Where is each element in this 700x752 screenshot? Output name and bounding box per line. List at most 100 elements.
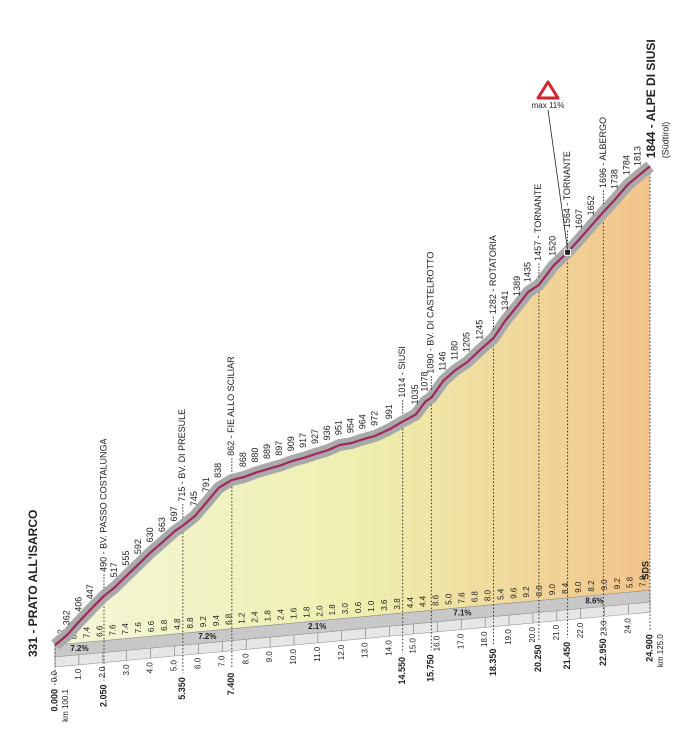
end-subtitle: (Südtirol) <box>660 122 670 159</box>
x-tick-label: 20.0 <box>528 626 537 642</box>
altitude-label: 936 <box>322 425 332 440</box>
race-km-label: km 125.0 <box>656 634 665 667</box>
gradient-label: 7.4 <box>82 626 91 638</box>
gradient-label: 3.8 <box>393 598 402 610</box>
gradient-label: 4.8 <box>173 618 182 630</box>
x-tick-label: 23.0 <box>600 620 609 636</box>
gradient-label: 8.6 <box>432 594 441 606</box>
gradient-label: 6.6 <box>147 620 156 632</box>
km-marker-label: 18.350 <box>488 649 498 677</box>
gradient-label: 3.0 <box>341 603 350 615</box>
altitude-label: 1520 <box>548 236 558 256</box>
altitude-label: 555 <box>121 551 131 566</box>
km-marker-label: 14.550 <box>397 657 407 685</box>
km-marker-label: 24.900 <box>644 634 654 662</box>
gradient-label: 8.4 <box>561 582 570 594</box>
profile-line <box>54 165 651 646</box>
gradient-label: 2.4 <box>251 611 260 623</box>
gradient-label: 1.6 <box>289 607 298 619</box>
profile: 0.000 2.050 5.350 7.400 14.550 15.750 18.350 20… <box>26 39 670 722</box>
altitude-label: 406 <box>73 597 83 612</box>
altitude-label: 954 <box>346 418 356 433</box>
altitude-label: 745 <box>189 491 199 506</box>
end-title: 1844 - ALPE DI SIUSI <box>644 39 658 158</box>
altitude-label: 838 <box>213 463 223 478</box>
x-tick-label: 22.0 <box>576 622 585 638</box>
gradient-label: 1.8 <box>302 606 311 618</box>
gradient-label: 3.6 <box>380 599 389 611</box>
gradient-label: 5.4 <box>496 588 505 600</box>
x-tick-label: 6.0 <box>193 657 202 669</box>
x-tick-label: 8.0 <box>241 653 250 665</box>
altitude-label: 1564 - TORNANTE <box>562 151 572 228</box>
altitude-label: 1282 - ROTATORIA <box>488 235 498 314</box>
gradient-label: 4.4 <box>406 597 415 609</box>
logo: SDS <box>640 561 650 580</box>
gradient-label: 8.8 <box>186 617 195 629</box>
gradient-label: 1.8 <box>264 610 273 622</box>
altitude-label: 964 <box>358 414 368 429</box>
altitude-label: 1245 <box>475 320 485 340</box>
altitude-label: 972 <box>370 411 380 426</box>
altitude-label: 1784 <box>622 155 632 175</box>
altitude-label: 517 <box>109 562 119 577</box>
gradient-label: 8.0 <box>535 585 544 597</box>
altitude-label: 991 <box>384 404 394 419</box>
altitude-label: 447 <box>85 584 95 599</box>
altitude-label: 1014 - SIUSI <box>397 346 407 398</box>
gradient-label: 6.8 <box>225 613 234 625</box>
altitude-label: 1738 <box>610 169 620 189</box>
gradient-label: 9.4 <box>212 614 221 626</box>
gradient-label: 1.2 <box>238 612 247 624</box>
altitude-label: 889 <box>262 444 272 459</box>
gradient-label: 4.4 <box>419 595 428 607</box>
gradient-label: 9.0 <box>600 579 609 591</box>
x-tick-label: 19.0 <box>504 629 513 645</box>
altitude-label: 1090 - BV. DI CASTELROTTO <box>426 252 436 374</box>
sector-gradient: 2.1% <box>308 622 326 631</box>
altitude-label: 1146 <box>438 351 448 370</box>
gradient-label: 9.2 <box>522 586 531 598</box>
gradient-label: 9.0 <box>548 583 557 595</box>
km-marker-label: 22.950 <box>598 639 608 667</box>
sector-gradient: 7.1% <box>453 609 471 618</box>
gradient-label: 6.6 <box>95 625 104 637</box>
x-tick-label: 3.0 <box>122 664 131 676</box>
gradient-label: 1.8 <box>328 604 337 616</box>
altitude-label: 1457 - TORNANTE <box>533 184 543 261</box>
altitude-label: 1813 <box>632 146 642 166</box>
altitude-label: 1035 <box>410 384 420 404</box>
gradient-label: 7.6 <box>108 624 117 636</box>
sector-gradient: 8.6% <box>585 596 603 605</box>
altitude-label: 362 <box>61 610 71 625</box>
altitude-label: 490 - BV. PASSO COSTALUNGA <box>98 439 108 572</box>
x-tick-label: 5.0 <box>170 659 179 671</box>
gradient-label: 9.2 <box>199 616 208 628</box>
max-gradient-icon <box>536 80 560 100</box>
gradient-label: 6.8 <box>160 619 169 631</box>
gradient-label: 7.4 <box>121 623 130 635</box>
gradient-label: 7.6 <box>458 592 467 604</box>
sector-gradient: 7.2% <box>70 644 88 653</box>
gradient-label: 9.2 <box>613 578 622 590</box>
x-tick-label: 12.0 <box>337 644 346 660</box>
x-tick-label: 7.0 <box>217 655 226 667</box>
x-tick-label: 24.0 <box>624 618 633 634</box>
altitude-label: 880 <box>250 448 260 463</box>
race-km-label: km 100.1 <box>61 688 70 721</box>
km-marker-label: 7.400 <box>226 673 236 696</box>
x-tick-label: 4.0 <box>146 662 155 674</box>
x-tick-label: 11.0 <box>313 646 322 662</box>
x-tick-label: 16.0 <box>432 635 441 651</box>
gradient-label: 5.8 <box>626 576 635 588</box>
x-tick-label: 0.0 <box>50 670 59 682</box>
x-tick-label: 14.0 <box>385 640 394 656</box>
altitude-label: 927 <box>310 429 320 444</box>
altitude-label: 1607 <box>574 209 584 229</box>
x-tick-label: 17.0 <box>456 633 465 649</box>
km-marker-label: 21.450 <box>562 642 572 670</box>
x-tick-label: 13.0 <box>361 642 370 658</box>
km-marker-label: 15.750 <box>426 654 436 682</box>
altitude-label: 715 - BV. DI PRESULE <box>177 409 187 502</box>
